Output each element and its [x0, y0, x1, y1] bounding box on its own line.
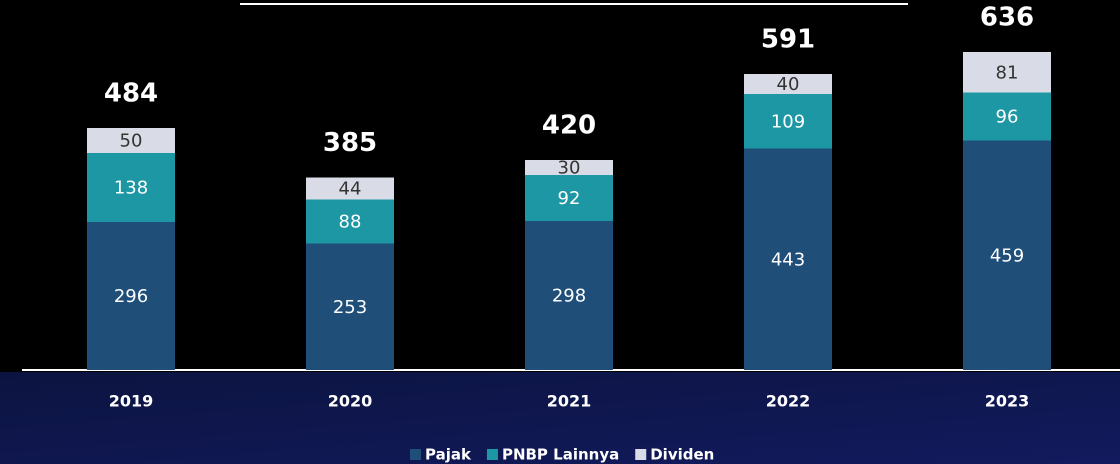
- segment-label: 253: [333, 297, 367, 318]
- legend-label: PNBP Lainnya: [502, 446, 619, 464]
- segment-label: 44: [339, 179, 362, 200]
- x-tick-label: 2019: [109, 392, 154, 411]
- bar-segment: [525, 221, 613, 370]
- bar-segment: [963, 52, 1051, 93]
- segment-label: 443: [771, 249, 805, 270]
- x-tick-label: 2020: [328, 392, 373, 411]
- legend-label: Dividen: [650, 446, 714, 464]
- total-label: 385: [323, 128, 377, 158]
- segment-label: 81: [996, 62, 1019, 83]
- legend-swatch: [635, 449, 647, 460]
- bar-segment: [306, 177, 394, 200]
- bar-segment: [744, 74, 832, 94]
- total-label: 636: [980, 3, 1034, 33]
- segment-label: 92: [558, 188, 581, 209]
- footer-band: [0, 372, 1120, 464]
- segment-label: 298: [552, 286, 586, 307]
- bar-segment: [87, 222, 175, 370]
- bar-segment: [744, 94, 832, 149]
- bar-segment: [306, 199, 394, 244]
- segment-label: 40: [777, 74, 800, 95]
- bar-segment: [525, 160, 613, 175]
- bar-segment: [525, 175, 613, 221]
- segment-label: 88: [339, 212, 362, 233]
- bar-segment: [963, 92, 1051, 141]
- x-tick-label: 2021: [547, 392, 592, 411]
- segment-label: 30: [558, 158, 581, 179]
- total-label: 420: [542, 111, 596, 141]
- legend-swatch: [486, 449, 498, 460]
- bar-segment: [963, 140, 1051, 370]
- segment-label: 96: [996, 107, 1019, 128]
- x-tick-label: 2022: [766, 392, 811, 411]
- segment-label: 296: [114, 286, 148, 307]
- total-label: 591: [761, 25, 815, 55]
- bar-segment: [87, 128, 175, 153]
- bar-segment: [87, 153, 175, 222]
- segment-label: 109: [771, 111, 805, 132]
- bar-segment: [744, 148, 832, 370]
- segment-label: 50: [120, 131, 143, 152]
- bar-segment: [306, 243, 394, 370]
- legend-label: Pajak: [425, 446, 472, 464]
- segment-label: 138: [114, 178, 148, 199]
- total-label: 484: [104, 79, 158, 109]
- legend-swatch: [410, 449, 421, 460]
- segment-label: 459: [990, 245, 1024, 266]
- x-tick-label: 2023: [985, 392, 1030, 411]
